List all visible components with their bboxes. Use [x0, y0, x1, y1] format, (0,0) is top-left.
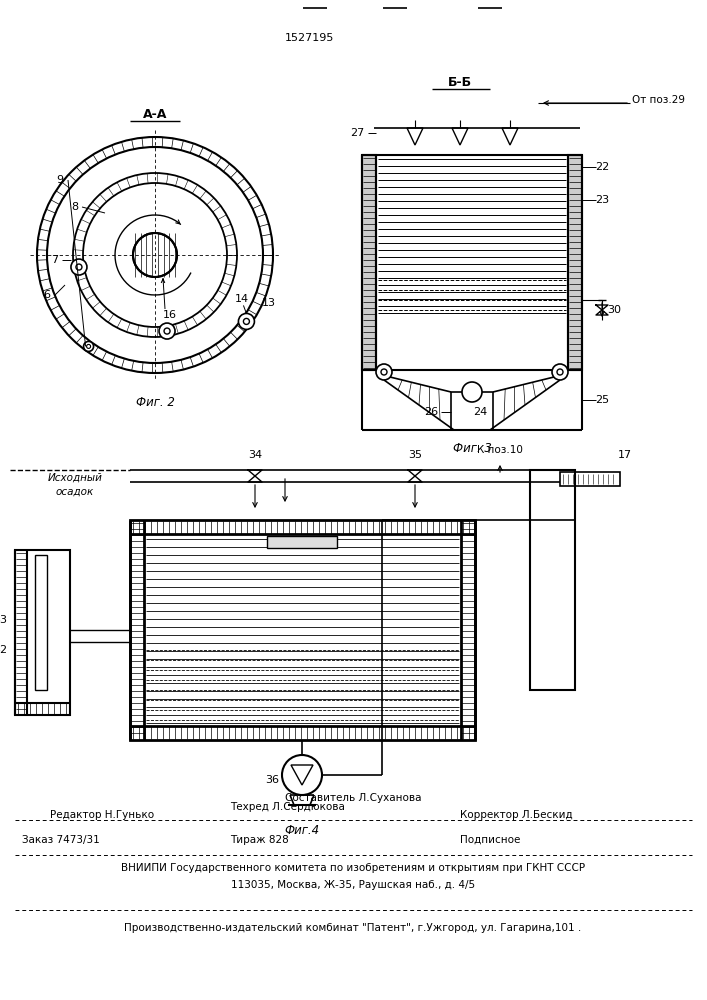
Text: Фиг. 3: Фиг. 3 — [452, 442, 491, 454]
Text: Заказ 7473/31: Заказ 7473/31 — [22, 835, 100, 845]
Text: Редактор Н.Гунько: Редактор Н.Гунько — [50, 810, 154, 820]
Circle shape — [159, 323, 175, 339]
Text: 13: 13 — [262, 298, 276, 308]
Bar — [568, 155, 582, 370]
Circle shape — [376, 364, 392, 380]
Circle shape — [552, 364, 568, 380]
Bar — [451, 392, 493, 430]
Circle shape — [238, 313, 255, 329]
Text: 26: 26 — [424, 407, 438, 417]
Text: К поз.10: К поз.10 — [477, 445, 523, 455]
Text: 36: 36 — [265, 775, 279, 785]
Text: Подписное: Подписное — [460, 835, 520, 845]
Circle shape — [133, 233, 177, 277]
Text: 23: 23 — [595, 195, 609, 205]
Text: А-А: А-А — [143, 108, 167, 121]
Bar — [560, 472, 620, 486]
Text: Корректор Л.Бескид: Корректор Л.Бескид — [460, 810, 573, 820]
Text: 34: 34 — [248, 450, 262, 460]
Text: Техред Л.Сердюкова: Техред Л.Сердюкова — [230, 802, 345, 812]
Text: 27: 27 — [350, 128, 364, 138]
Text: Тираж 828: Тираж 828 — [230, 835, 288, 845]
Text: 24: 24 — [473, 407, 487, 417]
Text: 9: 9 — [57, 175, 64, 185]
Bar — [267, 536, 337, 548]
Circle shape — [282, 755, 322, 795]
Text: 113035, Москва, Ж-35, Раушская наб., д. 4/5: 113035, Москва, Ж-35, Раушская наб., д. … — [231, 880, 475, 890]
Text: 25: 25 — [595, 395, 609, 405]
Text: 32: 32 — [0, 645, 7, 655]
Text: 6: 6 — [44, 290, 50, 300]
Text: 35: 35 — [408, 450, 422, 460]
Text: осадок: осадок — [56, 487, 94, 497]
Text: 1527195: 1527195 — [286, 33, 334, 43]
Circle shape — [462, 382, 482, 402]
Bar — [15, 550, 70, 715]
Text: 30: 30 — [607, 305, 621, 315]
Text: 22: 22 — [595, 162, 609, 172]
Bar — [35, 555, 47, 690]
Text: Фиг. 2: Фиг. 2 — [136, 396, 175, 410]
Bar — [362, 155, 376, 370]
Text: Составитель Л.Суханова: Составитель Л.Суханова — [285, 793, 421, 803]
Text: Б-Б: Б-Б — [448, 77, 472, 90]
Circle shape — [83, 341, 93, 351]
Circle shape — [71, 259, 87, 275]
Text: ВНИИПИ Государственного комитета по изобретениям и открытиям при ГКНТ СССР: ВНИИПИ Государственного комитета по изоб… — [121, 863, 585, 873]
Text: 16: 16 — [163, 310, 177, 320]
Text: От поз.29: От поз.29 — [632, 95, 685, 105]
Bar — [530, 470, 575, 690]
Text: Фиг.4: Фиг.4 — [284, 824, 320, 836]
Text: 7: 7 — [52, 255, 59, 265]
Text: 14: 14 — [234, 294, 248, 304]
Text: Исходный: Исходный — [47, 473, 103, 483]
Bar — [130, 520, 475, 740]
Text: 17: 17 — [618, 450, 632, 460]
Text: Производственно-издательский комбинат "Патент", г.Ужгород, ул. Гагарина,101 .: Производственно-издательский комбинат "П… — [124, 923, 582, 933]
Text: 8: 8 — [71, 202, 78, 212]
Text: 33: 33 — [0, 615, 7, 625]
